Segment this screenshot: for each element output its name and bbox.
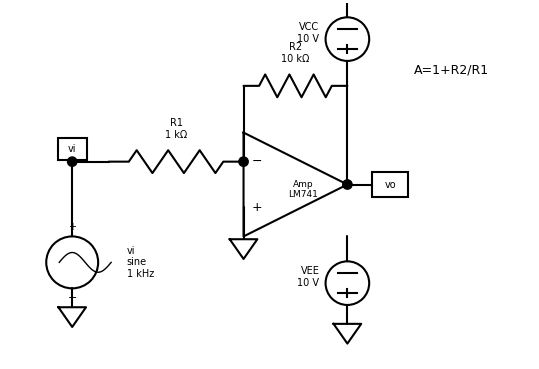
- Text: Amp
LM741: Amp LM741: [288, 180, 318, 199]
- Text: R1
1 kΩ: R1 1 kΩ: [165, 118, 187, 140]
- Text: VCC
10 V: VCC 10 V: [298, 22, 319, 44]
- Text: vo: vo: [384, 179, 396, 190]
- Text: VEE
10 V: VEE 10 V: [298, 266, 319, 288]
- Text: vi
sine
1 kHz: vi sine 1 kHz: [127, 246, 154, 279]
- Text: +: +: [251, 201, 262, 214]
- FancyBboxPatch shape: [58, 138, 87, 160]
- Text: R2
10 kΩ: R2 10 kΩ: [281, 42, 309, 64]
- FancyBboxPatch shape: [372, 172, 408, 197]
- Text: −: −: [67, 293, 77, 303]
- Text: A=1+R2/R1: A=1+R2/R1: [413, 64, 489, 77]
- Text: vi: vi: [68, 144, 77, 154]
- Circle shape: [67, 157, 77, 166]
- Text: +: +: [68, 222, 76, 232]
- Circle shape: [239, 157, 248, 166]
- Circle shape: [343, 180, 352, 189]
- Text: −: −: [251, 155, 262, 168]
